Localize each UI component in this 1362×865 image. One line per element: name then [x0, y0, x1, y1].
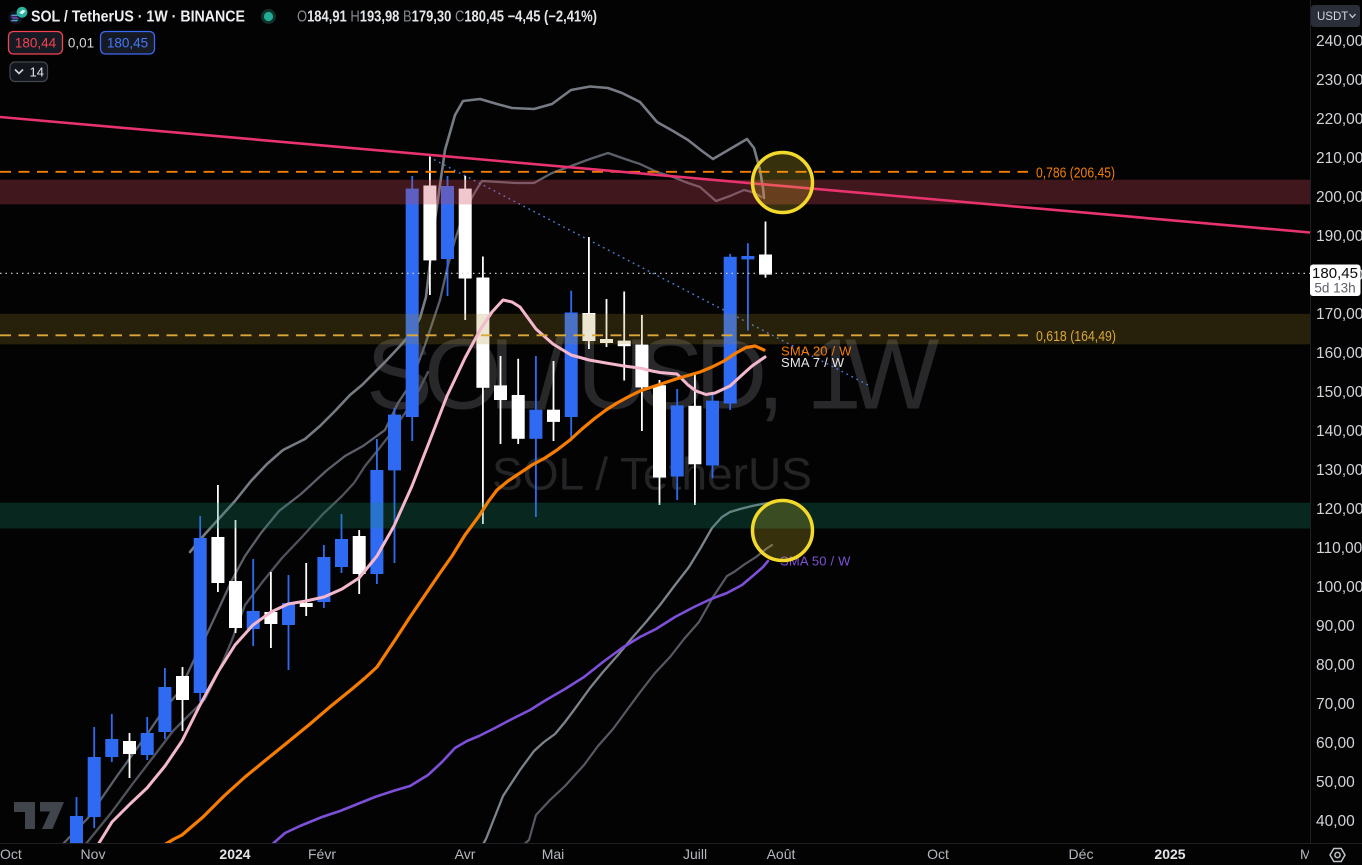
svg-text:Nov: Nov [81, 846, 106, 862]
svg-text:SMA 7 / W: SMA 7 / W [781, 355, 845, 370]
svg-text:50,00: 50,00 [1316, 774, 1355, 791]
svg-text:70,00: 70,00 [1316, 696, 1355, 713]
svg-text:100,00: 100,00 [1316, 579, 1362, 596]
svg-text:0,618 (164,49): 0,618 (164,49) [1036, 329, 1116, 345]
svg-text:210,00: 210,00 [1316, 150, 1362, 167]
svg-text:180,45: 180,45 [107, 36, 148, 51]
svg-text:240,00: 240,00 [1316, 33, 1362, 50]
svg-text:60,00: 60,00 [1316, 735, 1355, 752]
svg-text:2025: 2025 [1154, 846, 1185, 862]
svg-text:170,00: 170,00 [1316, 306, 1362, 323]
svg-text:Mai: Mai [542, 846, 565, 862]
svg-text:SOL / TetherUS · 1W · BINANCE: SOL / TetherUS · 1W · BINANCE [31, 9, 245, 26]
svg-text:90,00: 90,00 [1316, 618, 1355, 635]
svg-text:5d 13h: 5d 13h [1314, 280, 1355, 295]
svg-text:Juill: Juill [683, 846, 707, 862]
svg-text:Avr: Avr [455, 846, 476, 862]
svg-text:Déc: Déc [1069, 846, 1094, 862]
svg-text:180,45: 180,45 [1312, 265, 1358, 282]
svg-text:USDT: USDT [1317, 11, 1348, 23]
svg-text:220,00: 220,00 [1316, 111, 1362, 128]
svg-text:150,00: 150,00 [1316, 384, 1362, 401]
svg-text:180,44: 180,44 [15, 36, 57, 51]
svg-text:2024: 2024 [219, 846, 250, 862]
svg-text:0,01: 0,01 [68, 36, 94, 51]
svg-text:Févr: Févr [308, 846, 336, 862]
svg-text:80,00: 80,00 [1316, 657, 1355, 674]
svg-text:40,00: 40,00 [1316, 813, 1355, 830]
svg-text:130,00: 130,00 [1316, 462, 1362, 479]
svg-text:0,786 (206,45): 0,786 (206,45) [1036, 165, 1115, 181]
svg-text:190,00: 190,00 [1316, 228, 1362, 245]
svg-text:Août: Août [767, 846, 796, 862]
svg-text:Ma: Ma [1300, 846, 1320, 862]
svg-text:Oct: Oct [927, 846, 949, 862]
svg-text:200,00: 200,00 [1316, 189, 1362, 206]
svg-text:140,00: 140,00 [1316, 423, 1362, 440]
svg-text:110,00: 110,00 [1316, 540, 1362, 557]
svg-text:O184,91 H193,98 B179,30 C180,4: O184,91 H193,98 B179,30 C180,45 −4,45 (−… [297, 9, 597, 26]
svg-text:160,00: 160,00 [1316, 345, 1362, 362]
svg-text:120,00: 120,00 [1316, 501, 1362, 518]
svg-text:SMA 20 / W: SMA 20 / W [781, 344, 852, 359]
svg-text:Oct: Oct [0, 846, 22, 862]
svg-text:14: 14 [30, 65, 44, 80]
svg-text:230,00: 230,00 [1316, 72, 1362, 89]
svg-text:SOL / TetherUS: SOL / TetherUS [492, 449, 812, 500]
